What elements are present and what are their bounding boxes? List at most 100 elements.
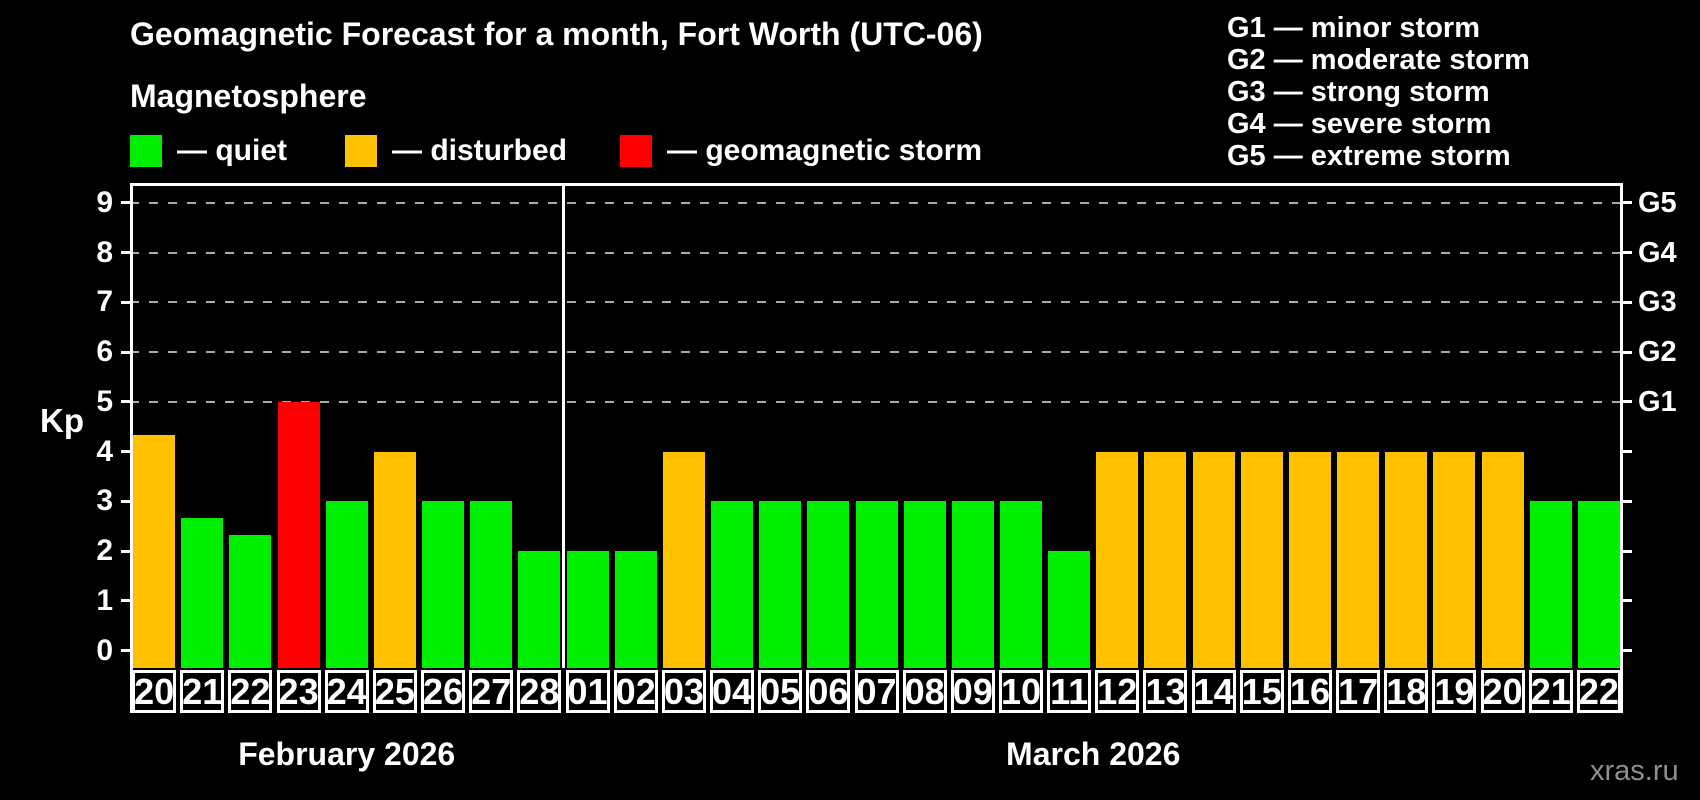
right-tick-8 bbox=[1623, 251, 1632, 255]
day-label-20: 20 bbox=[1480, 670, 1525, 713]
kp-bar-day-13 bbox=[1144, 451, 1187, 668]
day-label-20: 20 bbox=[132, 670, 177, 713]
right-tick-9 bbox=[1623, 201, 1632, 205]
day-label-13: 13 bbox=[1143, 670, 1188, 713]
day-label-03: 03 bbox=[661, 670, 706, 713]
legend-item-disturbed: — disturbed bbox=[345, 134, 568, 167]
kp-tick-label-6: 6 bbox=[96, 335, 113, 369]
g1-legend-line: G1 — minor storm bbox=[1227, 12, 1480, 44]
g-axis-label-g4: G4 bbox=[1638, 236, 1677, 269]
right-tick-7 bbox=[1623, 300, 1632, 304]
kp-bar-day-21 bbox=[1529, 501, 1572, 668]
left-tick-9 bbox=[121, 201, 130, 205]
legend-disturbed-label: — disturbed bbox=[392, 134, 568, 167]
g-axis-label-g3: G3 bbox=[1638, 286, 1677, 319]
kp-tick-label-2: 2 bbox=[96, 534, 113, 568]
day-label-15: 15 bbox=[1239, 670, 1284, 713]
right-tick-4 bbox=[1623, 450, 1632, 454]
kp-tick-label-7: 7 bbox=[96, 285, 113, 319]
kp-bar-day-24 bbox=[325, 501, 368, 668]
kp-bar-day-27 bbox=[470, 501, 513, 668]
kp-bar-day-08 bbox=[903, 501, 946, 668]
legend-quiet-label: — quiet bbox=[177, 134, 287, 167]
day-label-28: 28 bbox=[517, 670, 562, 713]
left-axis-line bbox=[130, 183, 133, 713]
month-label-1: February 2026 bbox=[238, 736, 456, 772]
kp-bar-day-15 bbox=[1240, 451, 1283, 668]
kp-tick-label-4: 4 bbox=[96, 434, 113, 468]
day-label-05: 05 bbox=[758, 670, 803, 713]
kp-bar-day-17 bbox=[1337, 451, 1380, 668]
kp-tick-label-8: 8 bbox=[96, 235, 113, 269]
g-axis-label-g5: G5 bbox=[1638, 186, 1677, 219]
day-label-14: 14 bbox=[1191, 670, 1236, 713]
kp-tick-label-5: 5 bbox=[96, 384, 113, 418]
day-label-02: 02 bbox=[613, 670, 658, 713]
day-label-12: 12 bbox=[1095, 670, 1140, 713]
right-tick-1 bbox=[1623, 599, 1632, 603]
kp-bar-day-14 bbox=[1192, 451, 1235, 668]
quiet-color-swatch bbox=[130, 135, 162, 167]
day-label-22: 22 bbox=[1576, 670, 1621, 713]
kp-bar-day-28 bbox=[518, 551, 561, 668]
storm-color-swatch bbox=[620, 135, 652, 167]
kp-tick-label-3: 3 bbox=[96, 484, 113, 518]
month-label-2: March 2026 bbox=[1006, 736, 1181, 772]
day-label-10: 10 bbox=[998, 670, 1043, 713]
kp-bar-day-20 bbox=[133, 435, 176, 668]
day-label-01: 01 bbox=[565, 670, 610, 713]
day-label-17: 17 bbox=[1336, 670, 1381, 713]
day-label-08: 08 bbox=[902, 670, 947, 713]
left-tick-4 bbox=[121, 450, 130, 454]
day-label-21: 21 bbox=[1528, 670, 1573, 713]
day-label-09: 09 bbox=[950, 670, 995, 713]
kp-bar-day-12 bbox=[1096, 451, 1139, 668]
kp-bar-day-06 bbox=[807, 501, 850, 668]
day-label-25: 25 bbox=[372, 670, 417, 713]
g2-legend-line: G2 — moderate storm bbox=[1227, 44, 1530, 76]
left-tick-3 bbox=[121, 499, 130, 503]
kp-bar-day-23 bbox=[277, 401, 320, 668]
kp-bar-day-03 bbox=[662, 451, 705, 668]
day-label-11: 11 bbox=[1047, 670, 1092, 713]
kp-bar-day-02 bbox=[614, 551, 657, 668]
left-tick-0 bbox=[121, 649, 130, 653]
gridline-kp-8 bbox=[130, 251, 1623, 254]
kp-tick-label-9: 9 bbox=[96, 185, 113, 219]
kp-bar-day-05 bbox=[759, 501, 802, 668]
g-axis-label-g2: G2 bbox=[1638, 336, 1677, 369]
kp-tick-label-0: 0 bbox=[96, 633, 113, 667]
kp-bar-day-22 bbox=[229, 534, 272, 668]
kp-bar-day-10 bbox=[999, 501, 1042, 668]
day-label-16: 16 bbox=[1287, 670, 1332, 713]
left-tick-6 bbox=[121, 350, 130, 354]
day-label-19: 19 bbox=[1432, 670, 1477, 713]
kp-bar-day-26 bbox=[422, 501, 465, 668]
kp-bar-day-22 bbox=[1577, 501, 1620, 668]
left-tick-1 bbox=[121, 599, 130, 603]
month-separator bbox=[562, 183, 565, 668]
gridline-kp-7 bbox=[130, 301, 1623, 304]
kp-bar-day-19 bbox=[1433, 451, 1476, 668]
g-scale-legend: G1 — minor storm G2 — moderate storm G3 … bbox=[1227, 12, 1530, 172]
legend-storm-label: — geomagnetic storm bbox=[667, 134, 983, 167]
right-tick-2 bbox=[1623, 549, 1632, 553]
kp-tick-label-1: 1 bbox=[96, 583, 113, 617]
kp-axis-label: Kp bbox=[40, 402, 84, 439]
disturbed-color-swatch bbox=[345, 135, 377, 167]
right-tick-0 bbox=[1623, 649, 1632, 653]
plot-top-border bbox=[130, 183, 1623, 186]
kp-bar-day-18 bbox=[1385, 451, 1428, 668]
kp-bar-day-07 bbox=[855, 501, 898, 668]
magnetosphere-subtitle: Magnetosphere bbox=[130, 78, 367, 114]
kp-bar-day-25 bbox=[373, 451, 416, 668]
day-label-27: 27 bbox=[469, 670, 514, 713]
day-label-06: 06 bbox=[806, 670, 851, 713]
kp-bar-day-11 bbox=[1048, 551, 1091, 668]
legend-item-quiet: — quiet bbox=[130, 134, 287, 167]
watermark: xras.ru bbox=[1590, 755, 1679, 787]
gridline-kp-9 bbox=[130, 201, 1623, 204]
kp-bar-day-04 bbox=[711, 501, 754, 668]
kp-bar-day-20 bbox=[1481, 451, 1524, 668]
